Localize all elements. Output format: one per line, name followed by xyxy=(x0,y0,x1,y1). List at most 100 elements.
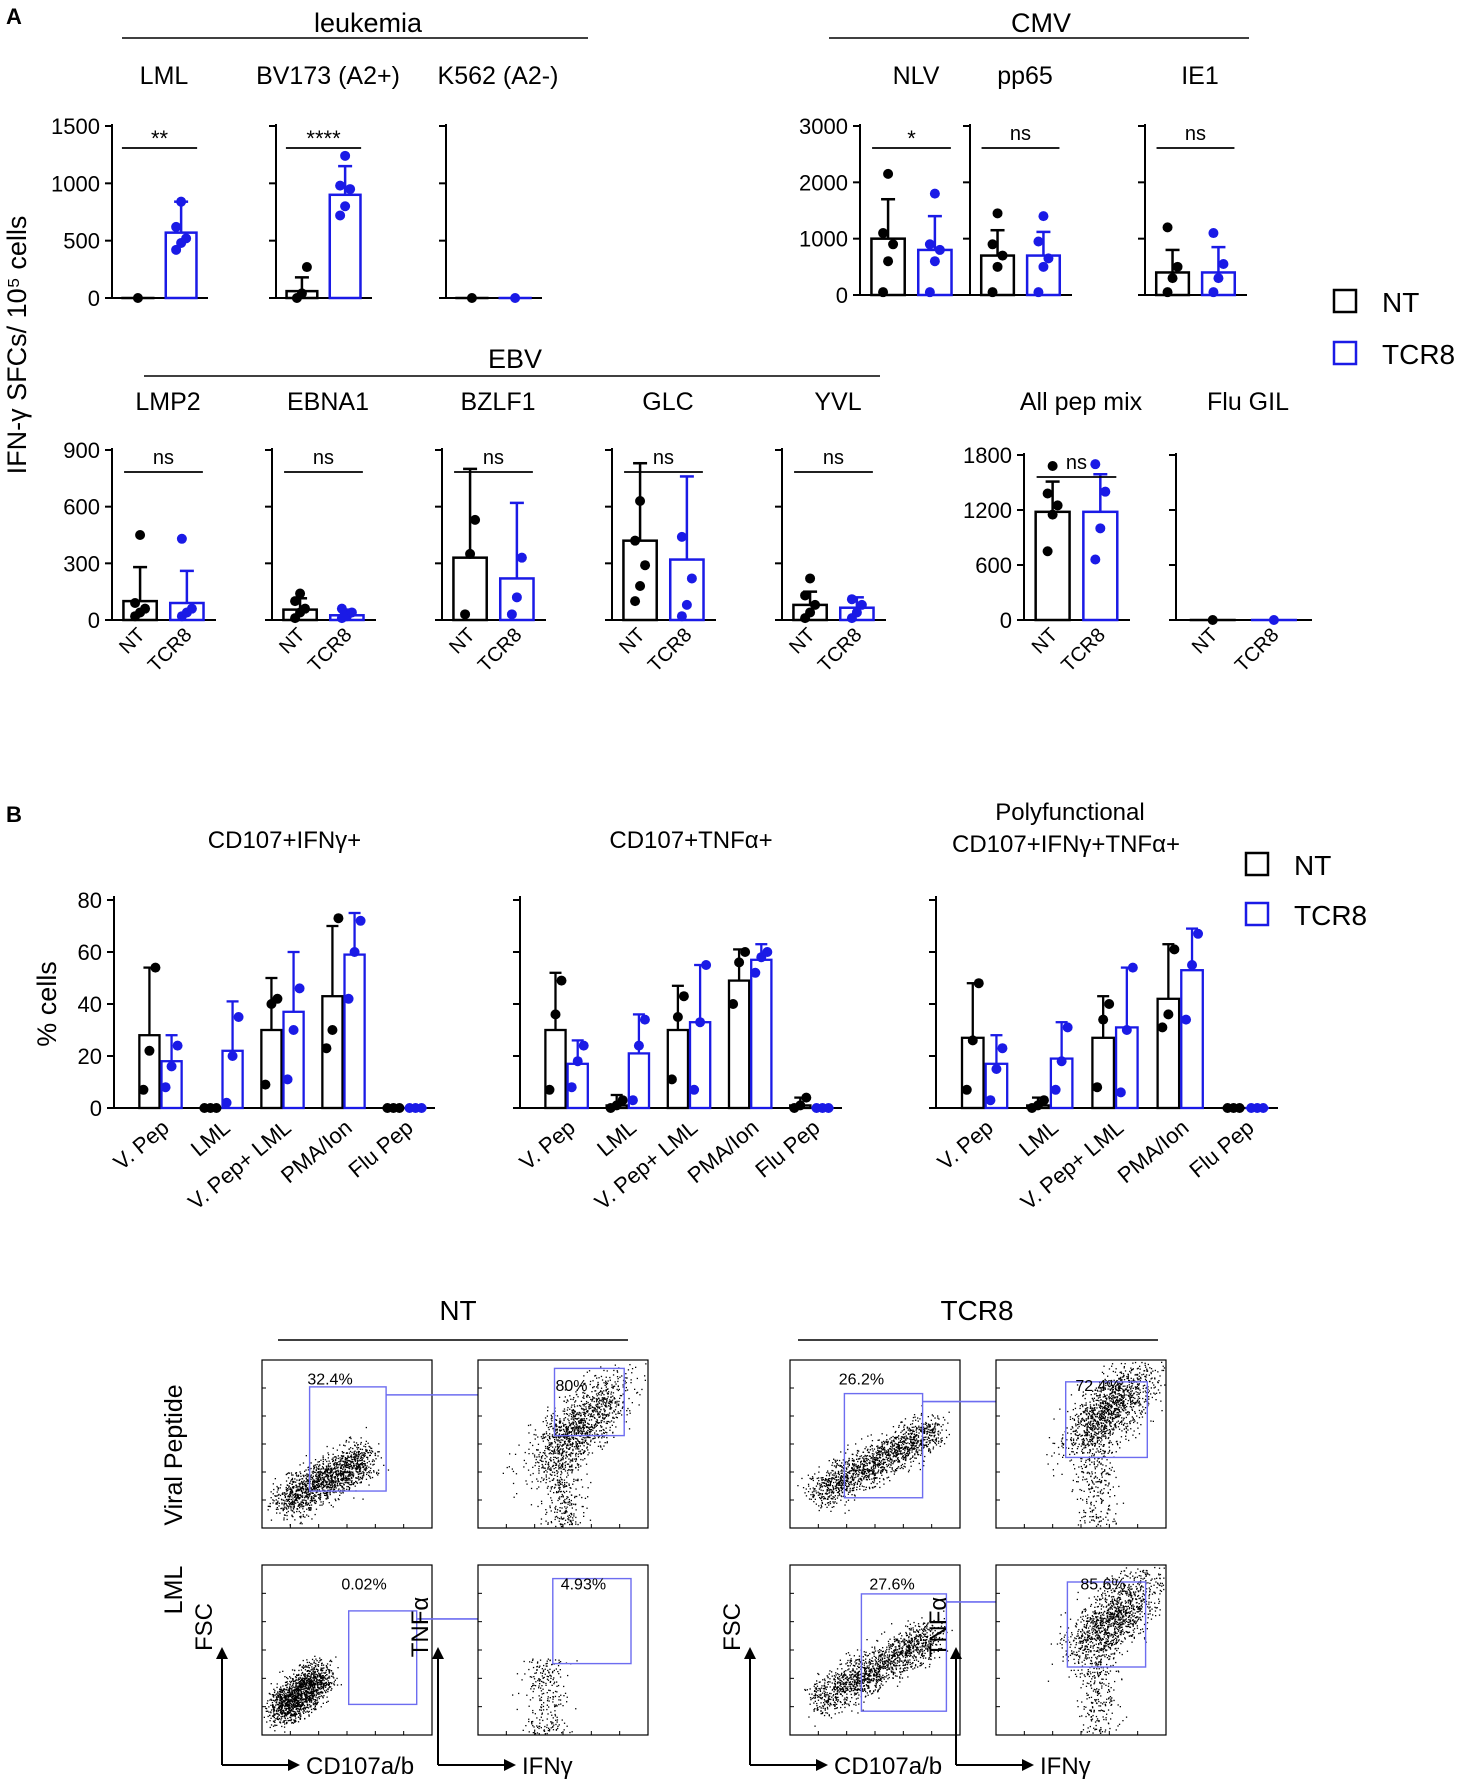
chart-glc-sig-label: ns xyxy=(653,447,674,469)
flow-plot-nt-0-event xyxy=(333,1491,335,1494)
flow-plot-nt-2-event xyxy=(303,1679,306,1681)
flow-plot-nt-2-event xyxy=(280,1709,282,1711)
chart-cd107-tnf-bar-v-pep-lml-tcr8 xyxy=(688,1021,712,1110)
flow-plot-nt-0-event xyxy=(274,1495,276,1497)
flow-plot-nt-1-event xyxy=(606,1437,608,1439)
flow-plot-nt-0-event xyxy=(320,1501,322,1503)
flow-plot-nt-0-event xyxy=(305,1488,308,1490)
flow-plot-nt-2-event xyxy=(288,1694,290,1697)
flow-plot-nt-2-event xyxy=(299,1704,301,1707)
flow-plot-nt-1-event xyxy=(566,1436,569,1438)
flow-plot-nt-1-event xyxy=(549,1506,551,1509)
flow-plot-nt-2-event xyxy=(326,1674,328,1676)
flow-plot-nt-0-event xyxy=(303,1499,305,1501)
flow-plot-nt-1-event xyxy=(611,1402,613,1404)
flow-plot-nt-2-event xyxy=(320,1687,322,1689)
flow-plot-nt-2-event xyxy=(276,1703,279,1706)
flow-plot-nt-1-event xyxy=(626,1389,629,1391)
flow-plot-nt-1-event xyxy=(563,1424,565,1426)
flow-plot-nt-1-event xyxy=(564,1442,566,1444)
flow-plot-nt-1-event xyxy=(582,1428,585,1430)
flow-plot-nt-2-event xyxy=(280,1700,282,1702)
flow-plot-nt-1-event xyxy=(585,1437,587,1439)
flow-plot-nt-1-event xyxy=(575,1523,577,1525)
flow-plot-nt-0-event xyxy=(330,1468,332,1470)
flow-plot-nt-0-event xyxy=(298,1479,300,1482)
flow-plot-nt-1-frame xyxy=(477,1359,649,1529)
flow-plot-nt-1-event xyxy=(542,1421,544,1423)
flow-plot-nt-1-event xyxy=(566,1496,568,1498)
flow-plot-nt-1-event xyxy=(566,1451,568,1453)
flow-plot-nt-0-event xyxy=(275,1503,277,1505)
flow-plot-nt-2-event xyxy=(295,1702,298,1704)
flow-plot-nt-1-event xyxy=(570,1423,572,1425)
flow-plot-nt-1-event xyxy=(528,1453,530,1455)
flow-plot-nt-2-event xyxy=(298,1703,300,1706)
flow-plot-nt-2-event xyxy=(287,1690,289,1692)
flow-plot-nt-2-event xyxy=(294,1702,296,1704)
flow-plot-nt-1-event xyxy=(543,1471,545,1473)
flow-plot-nt-1-event xyxy=(564,1410,566,1412)
flow-plot-nt-1-event xyxy=(585,1433,587,1435)
flow-plot-nt-1-event xyxy=(551,1502,553,1504)
flow-plot-nt-1-event xyxy=(550,1443,552,1445)
flow-plot-nt-0-event xyxy=(358,1451,360,1454)
flow-plot-nt-1-event xyxy=(627,1407,629,1410)
flow-plot-nt-2-event xyxy=(293,1680,296,1682)
chart-cd107-ifn-point-v-pep-lml-tcr8 xyxy=(294,983,305,994)
flow-plot-nt-2-event xyxy=(314,1675,316,1677)
flow-plot-nt-0-event xyxy=(285,1507,287,1509)
flow-plot-nt-2-event xyxy=(316,1680,318,1682)
flow-plot-nt-0-event xyxy=(310,1462,312,1464)
flow-plot-nt-0-event xyxy=(306,1473,308,1475)
flow-plot-nt-2-event xyxy=(317,1670,319,1672)
flow-plot-nt-0-event xyxy=(340,1476,342,1478)
flow-plot-nt-0-event xyxy=(284,1500,286,1502)
flow-plot-nt-1-event xyxy=(575,1446,577,1448)
flow-plot-nt-2-event xyxy=(275,1704,277,1706)
flow-plot-nt-1-event xyxy=(610,1407,613,1409)
flow-plot-nt-1-event xyxy=(616,1371,619,1373)
flow-plot-nt-1-event xyxy=(518,1444,520,1446)
flow-plot-nt-1-event xyxy=(549,1473,551,1475)
flow-plot-nt-1-event xyxy=(541,1467,543,1469)
flow-plot-nt-2-event xyxy=(297,1721,300,1723)
flow-plot-nt-2-event xyxy=(286,1712,288,1714)
flow-plot-nt-0-event xyxy=(289,1493,291,1495)
flow-plot-nt-2-event xyxy=(303,1686,305,1688)
flow-plot-nt-2-event xyxy=(286,1703,288,1706)
flow-plot-nt-2-event xyxy=(286,1707,288,1710)
flow-plot-nt-1-event xyxy=(584,1414,586,1416)
flow-plot-nt-0-event xyxy=(322,1486,324,1488)
flow-plot-nt-1-event xyxy=(590,1439,592,1441)
flow-plot-nt-1-event xyxy=(557,1484,559,1486)
chart-lmp2-xlabel-nt: NT xyxy=(115,624,149,658)
flow-plot-nt-1-event xyxy=(572,1458,574,1460)
flow-plot-nt-2-event xyxy=(309,1664,311,1666)
flow-plot-nt-2-event xyxy=(274,1724,276,1726)
flow-plot-nt-0-event xyxy=(345,1475,347,1477)
flow-plot-nt-0-event xyxy=(368,1472,370,1474)
flow-plot-nt-2-event xyxy=(280,1710,282,1712)
flow-plot-nt-2-event xyxy=(280,1719,282,1721)
flow-plot-nt-2-event xyxy=(281,1725,283,1728)
flow-plot-nt-1-event xyxy=(577,1455,580,1458)
flow-plot-nt-2-event xyxy=(304,1708,307,1710)
flow-plot-nt-0-event xyxy=(322,1455,324,1457)
flow-plot-nt-1-event xyxy=(536,1456,538,1458)
flow-plot-nt-0-event xyxy=(295,1489,298,1491)
flow-plot-nt-1-event xyxy=(557,1459,560,1461)
flow-plot-nt-0-event xyxy=(330,1471,332,1473)
flow-plot-nt-1-event xyxy=(548,1436,551,1439)
flow-plot-nt-1-event xyxy=(542,1479,544,1481)
flow-plot-nt-1-event xyxy=(559,1523,561,1525)
flow-plot-nt-2-event xyxy=(270,1711,272,1713)
flow-plot-nt-2-event xyxy=(297,1691,299,1693)
flow-plot-nt-0-event xyxy=(326,1471,328,1474)
flow-plot-nt-2-event xyxy=(273,1714,275,1716)
flow-plot-nt-1-event xyxy=(604,1398,606,1400)
flow-plot-nt-1-event xyxy=(596,1377,598,1379)
flow-plot-nt-2-event xyxy=(320,1676,322,1678)
flow-plot-nt-2-event xyxy=(283,1720,285,1722)
flow-plot-nt-1-event xyxy=(567,1518,569,1520)
